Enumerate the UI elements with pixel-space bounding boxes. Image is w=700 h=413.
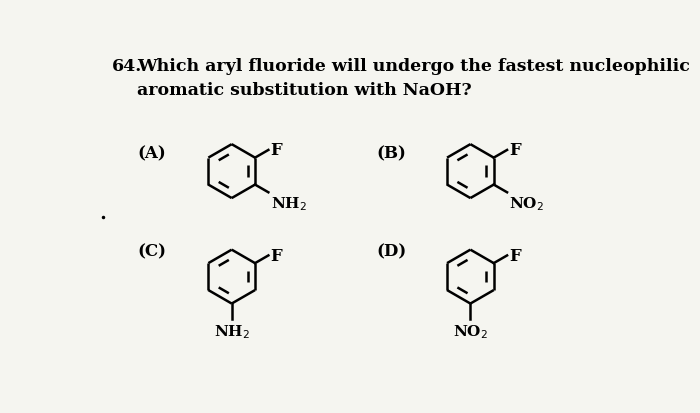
Text: (A): (A) (137, 145, 166, 162)
Text: F: F (271, 142, 282, 159)
Text: NO$_2$: NO$_2$ (510, 195, 545, 212)
Text: (B): (B) (377, 145, 406, 162)
Text: Which aryl fluoride will undergo the fastest nucleophilic
aromatic substitution : Which aryl fluoride will undergo the fas… (137, 58, 690, 98)
Text: NO$_2$: NO$_2$ (453, 322, 488, 340)
Text: NH$_2$: NH$_2$ (214, 322, 250, 340)
Text: F: F (510, 142, 521, 159)
Text: (D): (D) (377, 243, 407, 260)
Text: F: F (510, 247, 521, 264)
Text: NH$_2$: NH$_2$ (271, 195, 307, 212)
Text: 64.: 64. (113, 58, 143, 75)
Text: (C): (C) (137, 243, 166, 260)
Text: F: F (271, 247, 282, 264)
